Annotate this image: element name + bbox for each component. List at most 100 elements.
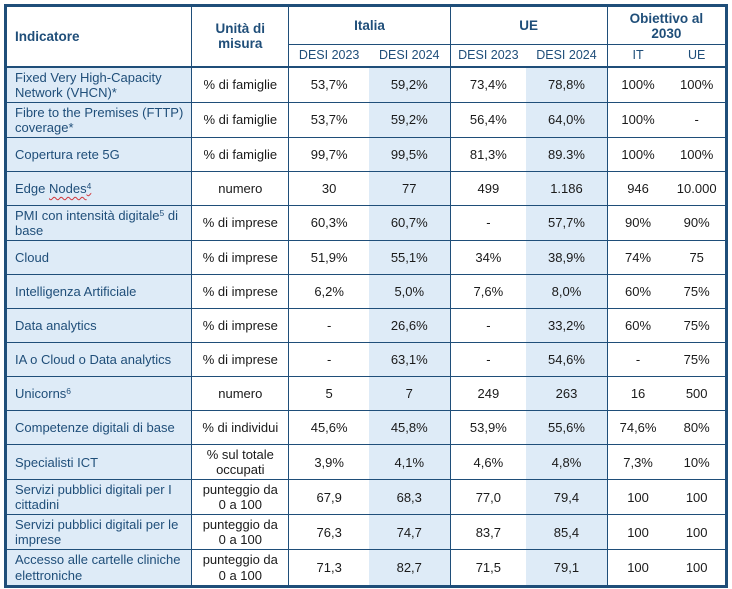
cell-italia-desi-2023: 99,7% bbox=[288, 136, 369, 172]
cell-obiettivo-ue: 10.000 bbox=[668, 170, 727, 206]
indicator-label: Competenze digitali di base bbox=[15, 419, 175, 435]
cell-italia-desi-2023: - bbox=[288, 341, 369, 377]
cell-italia-desi-2024: 82,7 bbox=[368, 549, 451, 587]
cell-ue-desi-2023: - bbox=[450, 204, 527, 241]
cell-ue-desi-2024: 8,0% bbox=[526, 273, 608, 309]
unit-cell: % di imprese bbox=[191, 204, 290, 241]
cell-italia-desi-2023: 53,7% bbox=[288, 101, 369, 138]
table-header: Indicatore Unità di misura Italia UE Obi… bbox=[5, 5, 727, 68]
indicator-cell: Edge Nodes4 bbox=[5, 170, 193, 206]
indicator-cell: Servizi pubblici digitali per I cittadin… bbox=[5, 479, 193, 515]
cell-ue-desi-2023: 249 bbox=[450, 375, 527, 411]
table-row: Data analytics% di imprese -26,6% -33,2% 60… bbox=[5, 307, 727, 343]
footnote-superscript: 4 bbox=[86, 180, 92, 191]
cell-obiettivo-it: 74,6% bbox=[607, 409, 669, 445]
unit-cell: % di famiglie bbox=[191, 66, 290, 103]
cell-obiettivo-ue: 90% bbox=[668, 204, 727, 241]
cell-obiettivo-it: 100 bbox=[607, 549, 669, 587]
cell-italia-desi-2024: 26,6% bbox=[368, 307, 451, 343]
cell-obiettivo-it: 7,3% bbox=[607, 443, 669, 480]
cell-obiettivo-ue: 100 bbox=[668, 479, 727, 515]
cell-obiettivo-it: 946 bbox=[607, 170, 669, 206]
indicator-label: PMI con intensità digitale bbox=[15, 207, 160, 223]
cell-italia-desi-2023: 76,3 bbox=[288, 514, 369, 550]
cell-obiettivo-it: 90% bbox=[607, 204, 669, 241]
cell-italia-desi-2023: 51,9% bbox=[288, 239, 369, 275]
cell-ue-desi-2023: 73,4% bbox=[450, 66, 527, 103]
cell-ue-desi-2023: 71,5 bbox=[450, 549, 527, 587]
cell-ue-desi-2023: 53,9% bbox=[450, 409, 527, 445]
cell-ue-desi-2024: 54,6% bbox=[526, 341, 608, 377]
cell-ue-desi-2023: 77,0 bbox=[450, 479, 527, 515]
table-row: Unicorns6 numero 5 7 249 263 16 500 bbox=[5, 375, 727, 411]
cell-italia-desi-2023: 3,9% bbox=[288, 443, 369, 480]
cell-obiettivo-it: - bbox=[607, 341, 669, 377]
indicator-label: IA o Cloud o Data analytics bbox=[15, 351, 172, 367]
indicator-cell: Fixed Very High-Capacity Network (VHCN)* bbox=[5, 66, 193, 103]
cell-ue-desi-2024: 57,7% bbox=[526, 204, 608, 241]
cell-ue-desi-2024: 79,4 bbox=[526, 479, 608, 515]
cell-italia-desi-2024: 59,2% bbox=[368, 66, 451, 103]
cell-italia-desi-2023: 71,3 bbox=[288, 549, 369, 587]
indicator-cell: Competenze digitali di base bbox=[5, 409, 193, 445]
column-group-ue: UE bbox=[450, 5, 608, 45]
desi-indicators-table: Indicatore Unità di misura Italia UE Obi… bbox=[4, 4, 728, 588]
cell-ue-desi-2024: 1.186 bbox=[526, 170, 608, 206]
indicator-cell: Fibre to the Premises (FTTP) coverage* bbox=[5, 101, 193, 138]
document-page: Indicatore Unità di misura Italia UE Obi… bbox=[4, 4, 728, 588]
cell-ue-desi-2024: 89.3% bbox=[526, 136, 608, 172]
unit-cell: % di imprese bbox=[191, 273, 290, 309]
cell-ue-desi-2023: 56,4% bbox=[450, 101, 527, 138]
cell-obiettivo-ue: 75% bbox=[668, 341, 727, 377]
column-header-unita-di-misura: Unità di misura bbox=[191, 5, 290, 68]
cell-ue-desi-2023: - bbox=[450, 341, 527, 377]
indicator-cell: Cloud bbox=[5, 239, 193, 275]
indicator-cell: Accesso alle cartelle cliniche elettroni… bbox=[5, 549, 193, 587]
cell-italia-desi-2023: 6,2% bbox=[288, 273, 369, 309]
cell-italia-desi-2024: 77 bbox=[368, 170, 451, 206]
cell-ue-desi-2024: 38,9% bbox=[526, 239, 608, 275]
column-header-indicatore: Indicatore bbox=[5, 5, 193, 68]
table-header-row-sub: DESI 2023 DESI 2024 DESI 2023 DESI 2024 … bbox=[6, 44, 727, 68]
indicator-cell: Specialisti ICT bbox=[5, 443, 193, 480]
unit-cell: % di imprese bbox=[191, 239, 290, 275]
cell-obiettivo-ue: 75 bbox=[668, 239, 727, 275]
indicator-label: Data analytics bbox=[15, 317, 97, 333]
unit-cell: punteggio da 0 a 100 bbox=[191, 479, 290, 515]
indicator-label: Specialisti ICT bbox=[15, 454, 99, 470]
cell-italia-desi-2024: 60,7% bbox=[368, 204, 451, 241]
table-row: Servizi pubblici digitali per I cittadin… bbox=[5, 479, 727, 515]
column-header-ue-desi-2023: DESI 2023 bbox=[450, 44, 527, 68]
indicator-cell: Unicorns6 bbox=[5, 375, 193, 411]
indicator-label: Nodes bbox=[48, 180, 87, 196]
column-header-italia-desi-2024: DESI 2024 bbox=[368, 44, 451, 68]
table-row: Accesso alle cartelle cliniche elettroni… bbox=[5, 549, 727, 587]
cell-ue-desi-2024: 55,6% bbox=[526, 409, 608, 445]
cell-ue-desi-2024: 64,0% bbox=[526, 101, 608, 138]
table-row: Intelligenza Artificiale % di imprese 6,2%… bbox=[5, 273, 727, 309]
cell-italia-desi-2024: 63,1% bbox=[368, 341, 451, 377]
cell-obiettivo-ue: 75% bbox=[668, 273, 727, 309]
cell-ue-desi-2024: 79,1 bbox=[526, 549, 608, 587]
unit-cell: numero bbox=[191, 170, 290, 206]
footnote-superscript: 6 bbox=[66, 386, 71, 397]
cell-italia-desi-2023: 60,3% bbox=[288, 204, 369, 241]
cell-obiettivo-it: 16 bbox=[607, 375, 669, 411]
indicator-label: Servizi pubblici digitali per I cittadin… bbox=[15, 482, 172, 513]
unit-cell: punteggio da 0 a 100 bbox=[191, 514, 290, 550]
cell-obiettivo-it: 74% bbox=[607, 239, 669, 275]
indicator-cell: IA o Cloud o Data analytics bbox=[5, 341, 193, 377]
indicator-cell: Copertura rete 5G bbox=[5, 136, 193, 172]
indicator-cell: Intelligenza Artificiale bbox=[5, 273, 193, 309]
cell-ue-desi-2023: 4,6% bbox=[450, 443, 527, 480]
indicator-label: Intelligenza Artificiale bbox=[15, 283, 137, 299]
unit-cell: numero bbox=[191, 375, 290, 411]
unit-cell: % di imprese bbox=[191, 307, 290, 343]
table-row: Fibre to the Premises (FTTP) coverage*% … bbox=[5, 101, 727, 138]
table-row: IA o Cloud o Data analytics% di imprese -… bbox=[5, 341, 727, 377]
cell-ue-desi-2023: 34% bbox=[450, 239, 527, 275]
cell-obiettivo-it: 100% bbox=[607, 136, 669, 172]
cell-obiettivo-ue: 100 bbox=[668, 514, 727, 550]
cell-ue-desi-2023: 83,7 bbox=[450, 514, 527, 550]
cell-italia-desi-2023: - bbox=[288, 307, 369, 343]
